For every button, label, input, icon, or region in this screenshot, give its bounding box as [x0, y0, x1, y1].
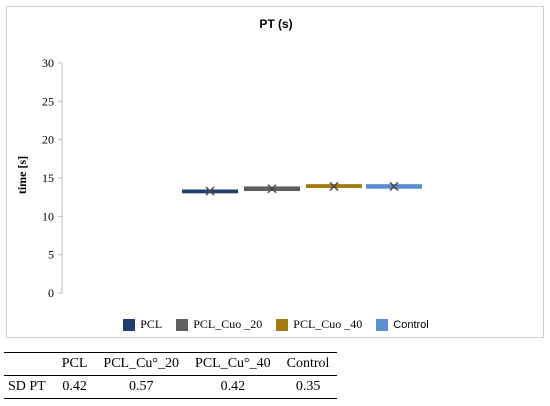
- table-row: SD PT 0.42 0.57 0.42 0.35: [4, 376, 338, 399]
- mean-marker: [329, 181, 339, 191]
- mean-marker: [267, 184, 277, 194]
- chart-plot: 0 5 10 15 20 25 30: [42, 56, 422, 300]
- chart-title: PT (s): [259, 17, 293, 31]
- legend-label-control: Control: [393, 318, 429, 331]
- table-cell: 0.42: [62, 379, 87, 394]
- legend-item-pcl-cuo-20: PCL_Cuo _20: [176, 317, 262, 332]
- legend-swatch-control: [376, 318, 389, 331]
- sd-table: PCL PCL_Cu°_20 PCL_Cu°_40 Control SD PT …: [4, 352, 338, 399]
- chart-frame: PT (s) time [s] 0 5 10 15 20 25 30 PCL PCL_Cuo…: [6, 6, 544, 338]
- table-header-row: PCL PCL_Cu°_20 PCL_Cu°_40 Control: [4, 352, 338, 376]
- table-header-cell: [4, 353, 54, 376]
- legend-swatch-pcl: [123, 318, 136, 331]
- table-header-cell: PCL: [61, 356, 88, 371]
- legend: PCL PCL_Cuo _20 PCL_Cuo _40 Control: [7, 317, 545, 332]
- legend-label-pcl-cuo-40: PCL_Cuo _40: [293, 317, 363, 331]
- legend-swatch-pcl-cuo-40: [276, 318, 289, 331]
- table-header-cell: Control: [286, 356, 330, 371]
- legend-label-pcl: PCL: [140, 317, 163, 331]
- y-tick-label: 10: [42, 209, 54, 223]
- table-cell: 0.42: [220, 379, 246, 394]
- table-cell: 0.35: [295, 379, 321, 394]
- y-tick-label: 30: [42, 56, 54, 70]
- y-tick-label: 20: [42, 133, 54, 147]
- legend-item-control: Control: [376, 317, 429, 332]
- table-header-cell: PCL_Cu°_20: [103, 356, 180, 371]
- mean-marker: [205, 186, 215, 196]
- y-tick-label: 15: [42, 171, 54, 185]
- mean-marker: [389, 181, 399, 191]
- y-tick-label: 0: [48, 286, 54, 300]
- legend-item-pcl-cuo-40: PCL_Cuo _40: [276, 317, 362, 332]
- legend-label-pcl-cuo-20: PCL_Cuo _20: [193, 317, 263, 331]
- table-header-cell: PCL_Cu°_40: [195, 356, 271, 371]
- table-cell: SD PT: [8, 379, 46, 394]
- legend-swatch-pcl-cuo-20: [176, 318, 189, 331]
- y-tick-label: 25: [42, 94, 54, 108]
- table-cell: 0.57: [128, 379, 154, 394]
- legend-item-pcl: PCL: [123, 317, 162, 332]
- y-tick-label: 5: [48, 248, 54, 262]
